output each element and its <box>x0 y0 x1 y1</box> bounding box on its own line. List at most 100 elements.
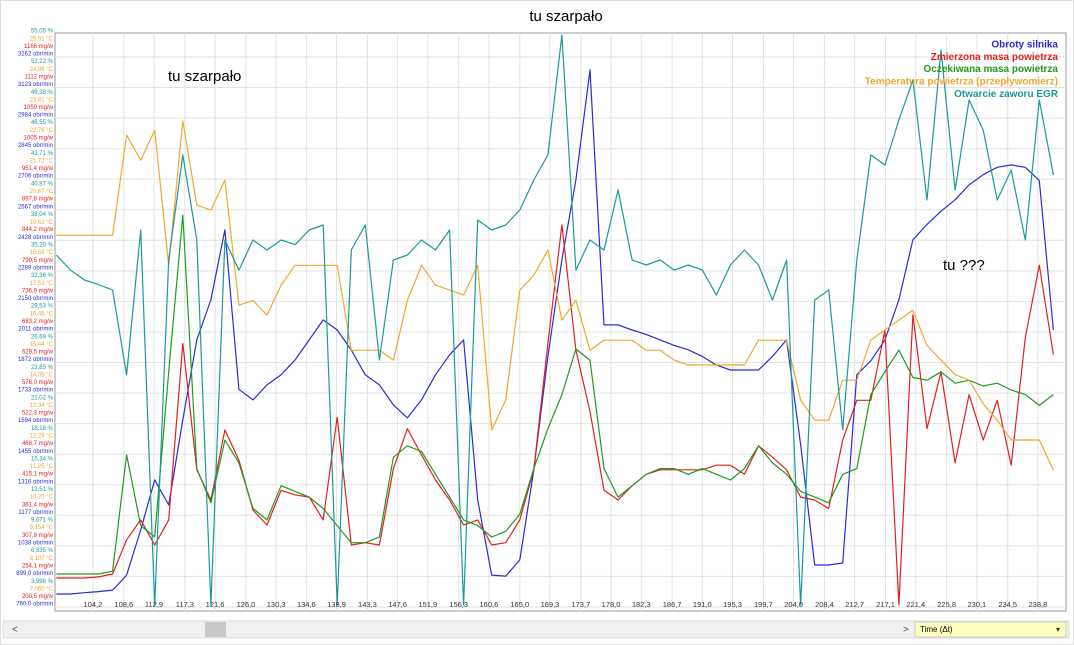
y-tick-label: 307,8 mg/w <box>22 533 54 539</box>
y-tick-label: 2289 obr/min <box>18 265 53 271</box>
y-tick-label: 2984 obr/min <box>18 113 53 119</box>
y-tick-label: 18,58 °C <box>30 250 54 256</box>
y-tick-label: 468,7 mg/w <box>22 441 54 447</box>
y-tick-label: 1005 mg/w <box>24 136 54 142</box>
y-tick-label: 1872 obr/min <box>18 357 53 363</box>
chart-title: tu szarpało <box>529 8 602 25</box>
series-lines <box>55 34 1054 606</box>
y-tick-label: 1166 mg/w <box>24 44 54 50</box>
x-tick-label: 160,6 <box>479 600 498 609</box>
y-tick-label: 3262 obr/min <box>18 51 53 57</box>
x-axis-selector[interactable] <box>914 621 1067 638</box>
x-tick-label: 212,7 <box>845 600 864 609</box>
x-tick-label: 126,0 <box>237 600 256 609</box>
y-tick-label: 12,51 % <box>31 487 54 493</box>
y-tick-label: 52,22 % <box>31 59 54 65</box>
legend-entry: Oczekiwana masa powietrza <box>923 64 1058 75</box>
x-tick-label: 178,0 <box>602 600 621 609</box>
y-tick-label: 951,4 mg/w <box>22 166 54 172</box>
y-tick-label: 16,48 °C <box>30 311 54 317</box>
scroll-thumb[interactable] <box>205 622 226 637</box>
y-tick-label: 7,060 °C <box>30 586 54 592</box>
y-tick-label: 14,39 °C <box>30 372 54 378</box>
y-tick-label: 22,76 °C <box>30 128 54 134</box>
scroll-right[interactable]: > <box>903 625 909 636</box>
y-tick-label: 29,53 % <box>31 304 54 310</box>
y-tick-label: 899,0 obr/min <box>16 571 53 577</box>
y-tick-label: 576,0 mg/w <box>22 380 54 386</box>
y-tick-label: 2428 obr/min <box>18 235 53 241</box>
x-tick-label: 104,2 <box>84 600 103 609</box>
x-tick-label: 130,3 <box>267 600 286 609</box>
y-tick-label: 790,5 mg/w <box>22 258 54 264</box>
y-tick-label: 760,0 obr/min <box>16 602 53 608</box>
y-tick-label: 32,36 % <box>31 273 54 279</box>
y-tick-label: 23,81 °C <box>30 98 54 104</box>
x-axis-label: Time (Δt) <box>920 625 953 634</box>
y-tick-label: 2845 obr/min <box>18 143 53 149</box>
y-tick-label: 49,38 % <box>31 90 54 96</box>
legend-entry: Obroty silnika <box>991 40 1058 51</box>
series-line <box>56 214 1054 575</box>
x-tick-label: 143,3 <box>358 600 377 609</box>
y-tick-label: 43,71 % <box>31 151 54 157</box>
y-tick-label: 1059 mg/w <box>24 105 54 111</box>
y-tick-label: 1455 obr/min <box>18 449 53 455</box>
x-tick-label: 134,6 <box>297 600 316 609</box>
x-tick-label: 121,6 <box>206 600 225 609</box>
x-tick-label: 225,8 <box>937 600 956 609</box>
y-tick-label: 55,05 % <box>31 29 54 35</box>
x-tick-label: 112,9 <box>145 600 163 609</box>
y-tick-label: 11,25 °C <box>30 464 54 470</box>
x-tick-label: 151,9 <box>418 600 437 609</box>
x-tick-label: 217,1 <box>876 600 895 609</box>
x-tick-label: 138,9 <box>327 600 346 609</box>
x-tick-label: 195,3 <box>723 600 742 609</box>
y-tick-label: 2150 obr/min <box>18 296 53 302</box>
y-tick-label: 13,34 °C <box>30 403 54 409</box>
scrollbar[interactable] <box>2 620 1070 639</box>
series-line <box>56 69 1054 595</box>
x-tick-label: 117,3 <box>176 600 194 609</box>
x-tick-label: 199,7 <box>754 600 773 609</box>
y-tick-label: 522,3 mg/w <box>22 411 54 417</box>
y-tick-label: 3,998 % <box>31 579 54 585</box>
y-tick-label: 20,67 °C <box>30 189 54 195</box>
y-tick-label: 3123 obr/min <box>18 82 53 88</box>
annotation: tu szarpało <box>168 68 241 85</box>
x-tick-label: 221,4 <box>906 600 925 609</box>
legend-entry: Otwarcie zaworu EGR <box>954 89 1059 100</box>
scroll-left[interactable]: < <box>12 625 18 636</box>
y-tick-label: 1038 obr/min <box>18 540 53 546</box>
x-tick-label: 165,0 <box>510 600 529 609</box>
y-tick-label: 25,91 °C <box>30 36 54 42</box>
y-tick-label: 1316 obr/min <box>18 479 53 485</box>
y-tick-label: 897,8 mg/w <box>22 197 54 203</box>
legend-entry: Temperatura powietrza (przepływomierz) <box>865 77 1058 88</box>
x-tick-label: 147,6 <box>388 600 407 609</box>
x-tick-label: 173,7 <box>571 600 590 609</box>
dropdown-arrow[interactable]: ▾ <box>1056 625 1060 634</box>
grid <box>55 33 1066 611</box>
y-tick-label: 683,2 mg/w <box>22 319 54 325</box>
y-tick-label: 2011 obr/min <box>18 327 53 333</box>
y-tick-label: 361,4 mg/w <box>22 502 54 508</box>
y-tick-label: 19,62 °C <box>30 220 54 226</box>
y-tick-label: 21,02 % <box>31 395 54 401</box>
y-tick-label: 2706 obr/min <box>18 174 53 180</box>
x-tick-label: 204,0 <box>784 600 803 609</box>
y-tick-label: 415,1 mg/w <box>22 472 54 478</box>
y-tick-label: 1112 mg/w <box>25 75 54 81</box>
y-tick-label: 1594 obr/min <box>18 418 53 424</box>
x-tick-label: 238,8 <box>1029 600 1048 609</box>
y-tick-label: 18,18 % <box>31 426 54 432</box>
y-tick-label: 629,5 mg/w <box>22 350 54 356</box>
y-tick-label: 23,85 % <box>31 365 54 371</box>
y-tick-label: 15,44 °C <box>30 342 54 348</box>
x-tick-label: 191,0 <box>693 600 712 609</box>
y-tick-label: 844,2 mg/w <box>22 227 54 233</box>
y-tick-label: 6,835 % <box>31 548 54 554</box>
x-tick-label: 186,7 <box>663 600 682 609</box>
